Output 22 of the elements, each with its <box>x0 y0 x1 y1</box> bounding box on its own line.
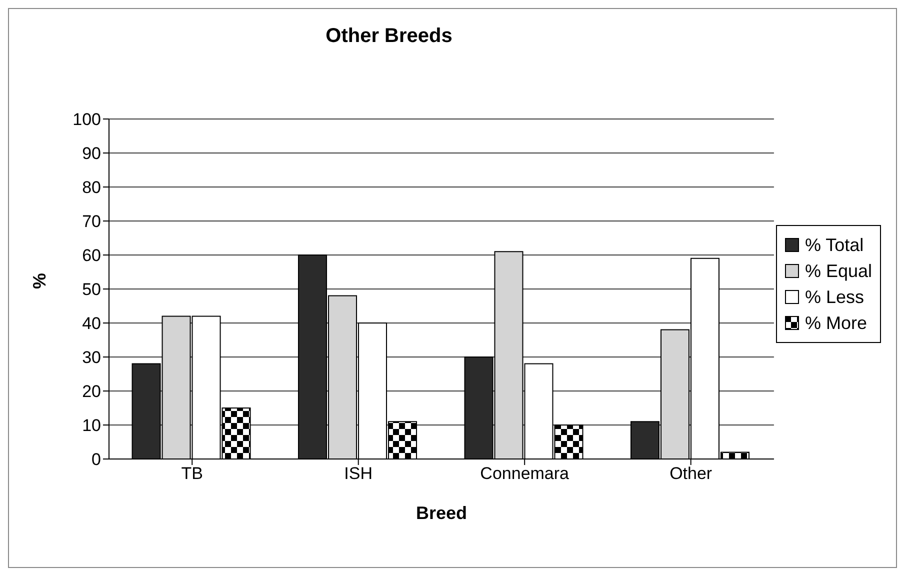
x-tick-label: ISH <box>344 464 373 484</box>
x-tick-label: TB <box>181 464 203 484</box>
y-tick-label: 70 <box>82 212 101 232</box>
legend-label: % Less <box>804 286 864 309</box>
y-axis-title: % <box>29 272 50 289</box>
y-tick-label: 100 <box>72 110 101 130</box>
y-tick-label: 10 <box>82 416 101 436</box>
y-tick-label: 50 <box>82 280 101 300</box>
y-tick-label: 20 <box>82 382 101 402</box>
legend-label: % Equal <box>804 260 872 283</box>
legend-label: % Total <box>804 234 864 257</box>
y-tick-label: 80 <box>82 178 101 198</box>
y-tick-label: 60 <box>82 246 101 266</box>
chart-title: Other Breeds <box>324 25 454 48</box>
y-tick-label: 40 <box>82 314 101 334</box>
x-tick-label: Connemara <box>480 464 570 484</box>
x-axis-title: Breed <box>416 503 467 523</box>
y-tick-label: 30 <box>82 348 101 368</box>
y-tick-label: 90 <box>82 144 101 164</box>
legend-label: % More <box>804 312 867 335</box>
x-tick-label: Other <box>670 464 712 484</box>
y-tick-label: 0 <box>92 450 101 470</box>
